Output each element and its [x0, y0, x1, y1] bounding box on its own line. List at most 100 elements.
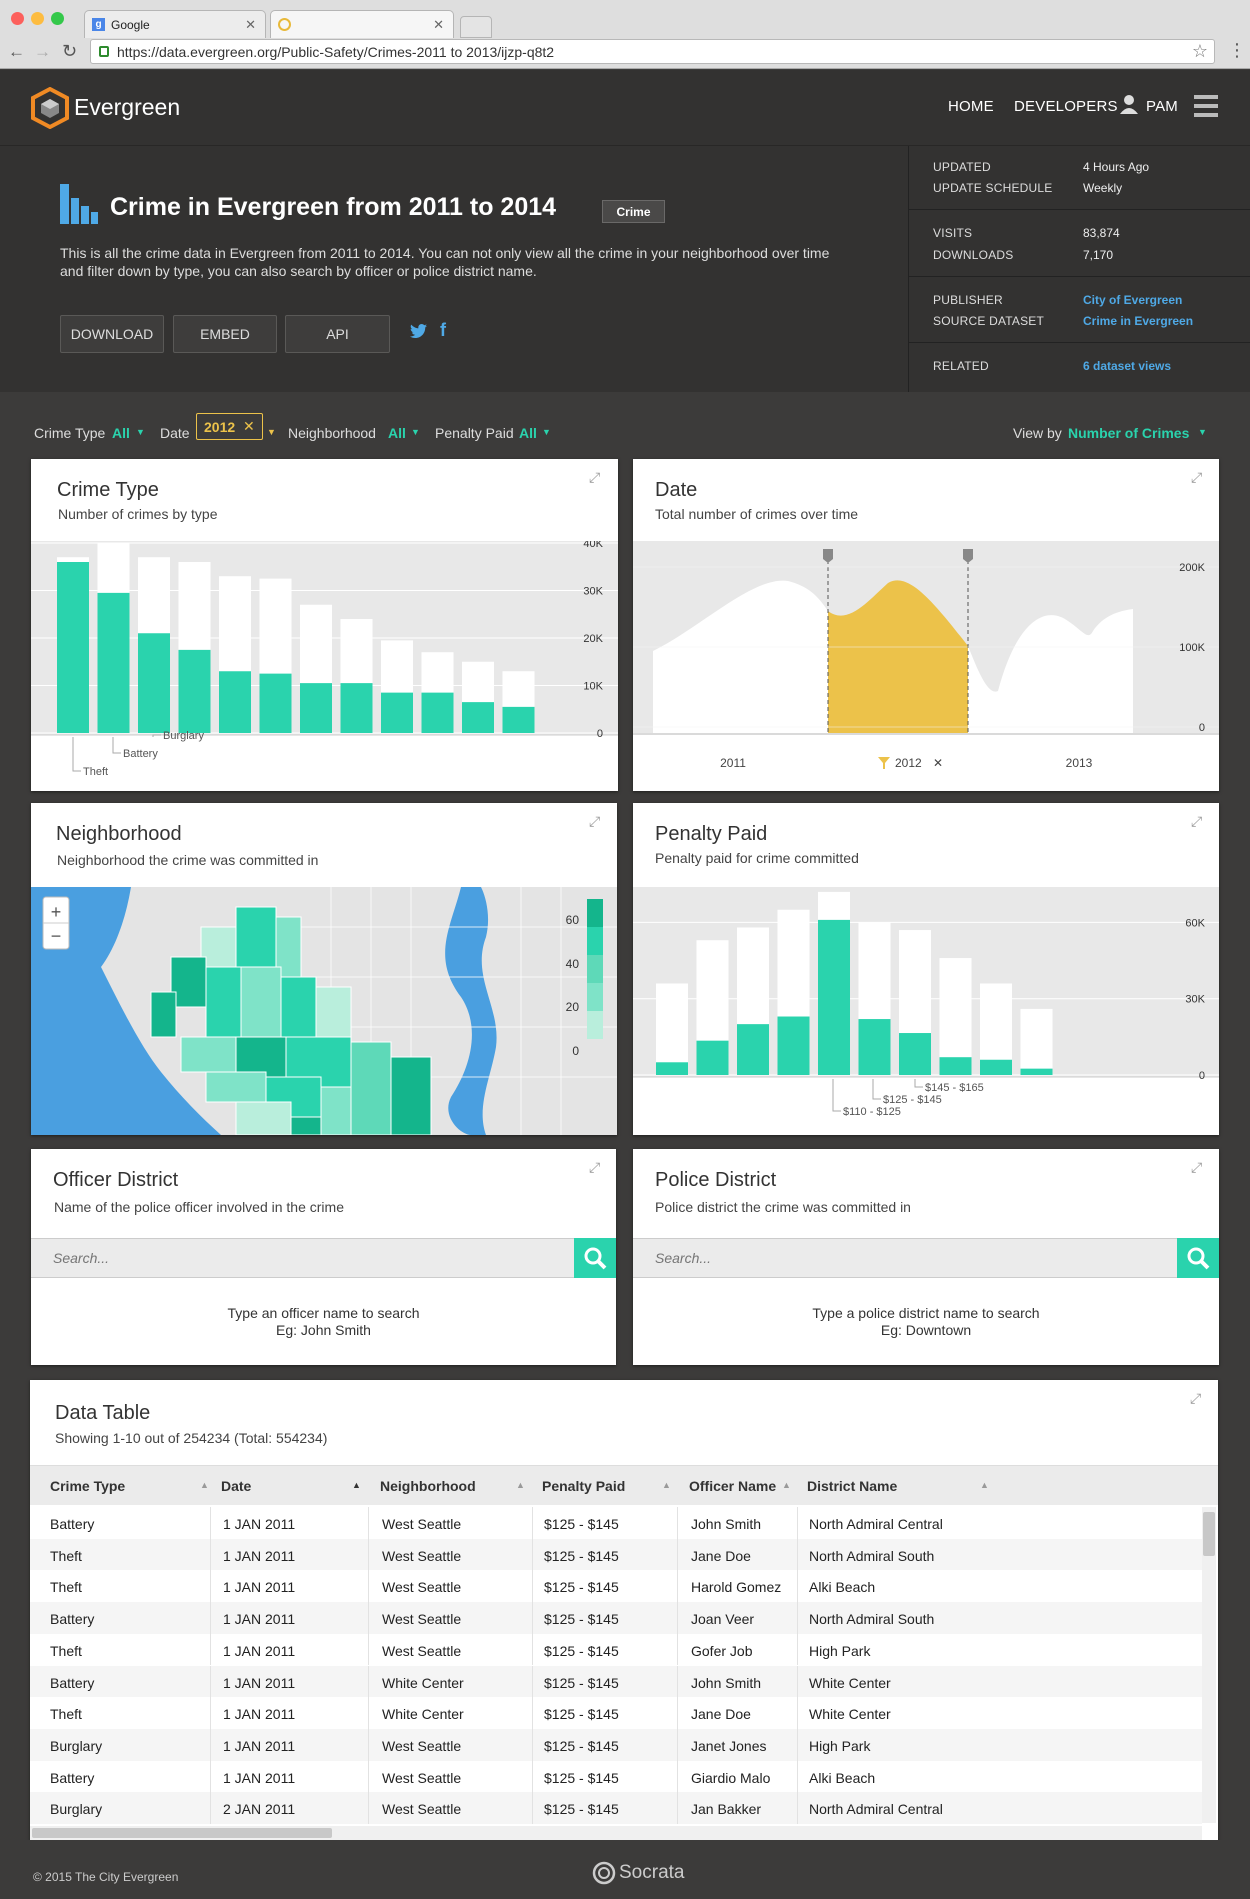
bar-filtered[interactable] — [777, 1016, 810, 1075]
bar-filtered[interactable] — [939, 1057, 972, 1075]
bar-filtered[interactable] — [138, 633, 170, 733]
user-icon[interactable] — [1120, 94, 1138, 114]
new-tab-button[interactable] — [460, 16, 492, 38]
crime-type-filter-dropdown[interactable]: All — [112, 425, 130, 441]
nav-user-link[interactable]: PAM — [1146, 98, 1178, 115]
category-tag[interactable]: Crime — [602, 200, 665, 223]
zoom-in-button[interactable]: + — [51, 902, 62, 922]
bar-filtered[interactable] — [462, 702, 494, 733]
table-row[interactable]: Theft 1 JAN 2011 White Center $125 - $145 Ja… — [30, 1697, 1202, 1729]
sort-arrow-icon[interactable]: ▲ — [662, 1480, 671, 1490]
table-row[interactable]: Burglary 1 JAN 2011 West Seattle $125 - $14… — [30, 1728, 1202, 1761]
bar-filtered[interactable] — [1020, 1068, 1053, 1075]
table-row[interactable]: Theft 1 JAN 2011 West Seattle $125 - $145 Ja… — [30, 1538, 1202, 1571]
bar-filtered[interactable] — [259, 673, 292, 733]
nav-developers-link[interactable]: DEVELOPERS — [1014, 98, 1118, 115]
evergreen-logo-icon[interactable] — [30, 87, 70, 129]
embed-button[interactable]: EMBED — [173, 315, 277, 353]
bar-filtered[interactable] — [381, 692, 413, 733]
sort-arrow-icon[interactable]: ▲ — [200, 1480, 209, 1490]
table-row[interactable]: Battery 1 JAN 2011 West Seattle $125 - $145… — [30, 1760, 1202, 1793]
bar-total[interactable] — [939, 958, 972, 1075]
neighborhood-filter-dropdown[interactable]: All — [388, 425, 406, 441]
date-filter-chip[interactable]: 2012 ✕ — [196, 413, 263, 440]
nav-home-link[interactable]: HOME — [948, 98, 994, 115]
column-header-date[interactable]: Date — [221, 1478, 252, 1494]
neighborhood-regions[interactable] — [150, 906, 432, 1135]
clear-selection-icon[interactable]: ✕ — [933, 756, 943, 770]
api-button[interactable]: API — [285, 315, 390, 353]
column-header-officer-name[interactable]: Officer Name — [689, 1478, 777, 1494]
sort-arrow-icon[interactable]: ▲ — [980, 1480, 989, 1490]
bar-filtered[interactable] — [696, 1040, 729, 1075]
table-row[interactable]: Battery 1 JAN 2011 West Seattle $125 - $145… — [30, 1507, 1202, 1539]
minimize-window-button[interactable] — [31, 12, 44, 25]
bar-filtered[interactable] — [300, 683, 332, 733]
clear-filter-icon[interactable]: ✕ — [243, 418, 255, 434]
browser-tab-google[interactable]: g Google ✕ — [84, 10, 266, 38]
bar-filtered[interactable] — [340, 683, 373, 733]
view-by-dropdown[interactable]: Number of Crimes — [1068, 425, 1190, 441]
scrollbar-thumb[interactable] — [1203, 1512, 1215, 1556]
bar-filtered[interactable] — [818, 919, 850, 1075]
range-end-flag-icon[interactable] — [963, 549, 973, 563]
horizontal-scrollbar[interactable] — [30, 1826, 1202, 1840]
source-dataset-link[interactable]: Crime in Evergreen — [1083, 314, 1194, 328]
chevron-down-icon[interactable]: ▼ — [267, 427, 276, 437]
table-row[interactable]: Battery 1 JAN 2011 White Center $125 - $145… — [30, 1665, 1202, 1698]
bar-filtered[interactable] — [57, 562, 89, 733]
bar-filtered[interactable] — [737, 1024, 769, 1075]
close-tab-icon[interactable]: ✕ — [245, 17, 256, 32]
bar-filtered[interactable] — [421, 692, 454, 733]
district-search-button[interactable] — [1177, 1238, 1219, 1278]
neighborhood-choropleth-map[interactable]: + − 60 40 20 0 — [31, 887, 617, 1135]
bar-total[interactable] — [656, 983, 688, 1075]
bar-filtered[interactable] — [502, 706, 535, 733]
table-row[interactable]: Battery 1 JAN 2011 West Seattle $125 - $145… — [30, 1602, 1202, 1634]
browser-tab-active[interactable]: ✕ — [270, 10, 454, 38]
officer-search-button[interactable] — [574, 1238, 616, 1278]
twitter-icon[interactable] — [410, 324, 427, 338]
reload-icon[interactable]: ↻ — [62, 41, 78, 61]
district-search-input[interactable] — [633, 1239, 1133, 1277]
facebook-icon[interactable]: f — [440, 320, 446, 340]
penalty-filter-dropdown[interactable]: All — [519, 425, 537, 441]
expand-icon[interactable]: ⤢ — [589, 469, 601, 485]
bar-filtered[interactable] — [219, 671, 251, 733]
scrollbar-thumb[interactable] — [32, 1828, 332, 1838]
sort-arrow-icon[interactable]: ▲ — [782, 1480, 791, 1490]
bar-filtered[interactable] — [980, 1059, 1012, 1075]
sort-arrow-icon[interactable]: ▲ — [352, 1480, 361, 1490]
expand-icon[interactable]: ⤢ — [1191, 469, 1203, 485]
browser-menu-icon[interactable]: ⋮ — [1228, 40, 1246, 60]
forward-arrow-icon[interactable]: → — [34, 42, 51, 61]
close-tab-icon[interactable]: ✕ — [433, 17, 444, 32]
publisher-link[interactable]: City of Evergreen — [1083, 293, 1183, 307]
download-button[interactable]: DOWNLOAD — [60, 315, 164, 353]
related-views-link[interactable]: 6 dataset views — [1083, 359, 1172, 373]
officer-search-input[interactable] — [31, 1239, 531, 1277]
back-arrow-icon[interactable]: ← — [8, 42, 25, 61]
address-bar[interactable]: https://data.evergreen.org/Public-Safety… — [90, 39, 1215, 64]
column-header-neighborhood[interactable]: Neighborhood — [380, 1478, 476, 1494]
expand-icon[interactable]: ⤢ — [589, 813, 601, 829]
maximize-window-button[interactable] — [51, 12, 64, 25]
column-header-district-name[interactable]: District Name — [807, 1478, 898, 1494]
expand-icon[interactable]: ⤢ — [1191, 1159, 1203, 1175]
bar-total[interactable] — [1020, 1008, 1053, 1075]
hamburger-menu-icon[interactable] — [1194, 95, 1218, 117]
x-tick-label-selected[interactable]: 2012 — [895, 756, 922, 770]
bar-filtered[interactable] — [899, 1033, 931, 1075]
area-2012-selected[interactable] — [828, 580, 968, 733]
bar-filtered[interactable] — [97, 592, 130, 733]
socrata-brand[interactable]: Socrata — [619, 1862, 685, 1883]
expand-icon[interactable]: ⤢ — [589, 1159, 601, 1175]
expand-icon[interactable]: ⤢ — [1190, 1390, 1202, 1406]
brand-name[interactable]: Evergreen — [74, 94, 181, 120]
bar-filtered[interactable] — [858, 1019, 891, 1075]
table-row[interactable]: Theft 1 JAN 2011 West Seattle $125 - $145 Go… — [30, 1633, 1202, 1666]
column-header-crime-type[interactable]: Crime Type — [50, 1478, 126, 1494]
range-start-flag-icon[interactable] — [823, 549, 833, 563]
expand-icon[interactable]: ⤢ — [1191, 813, 1203, 829]
sort-arrow-icon[interactable]: ▲ — [516, 1480, 525, 1490]
